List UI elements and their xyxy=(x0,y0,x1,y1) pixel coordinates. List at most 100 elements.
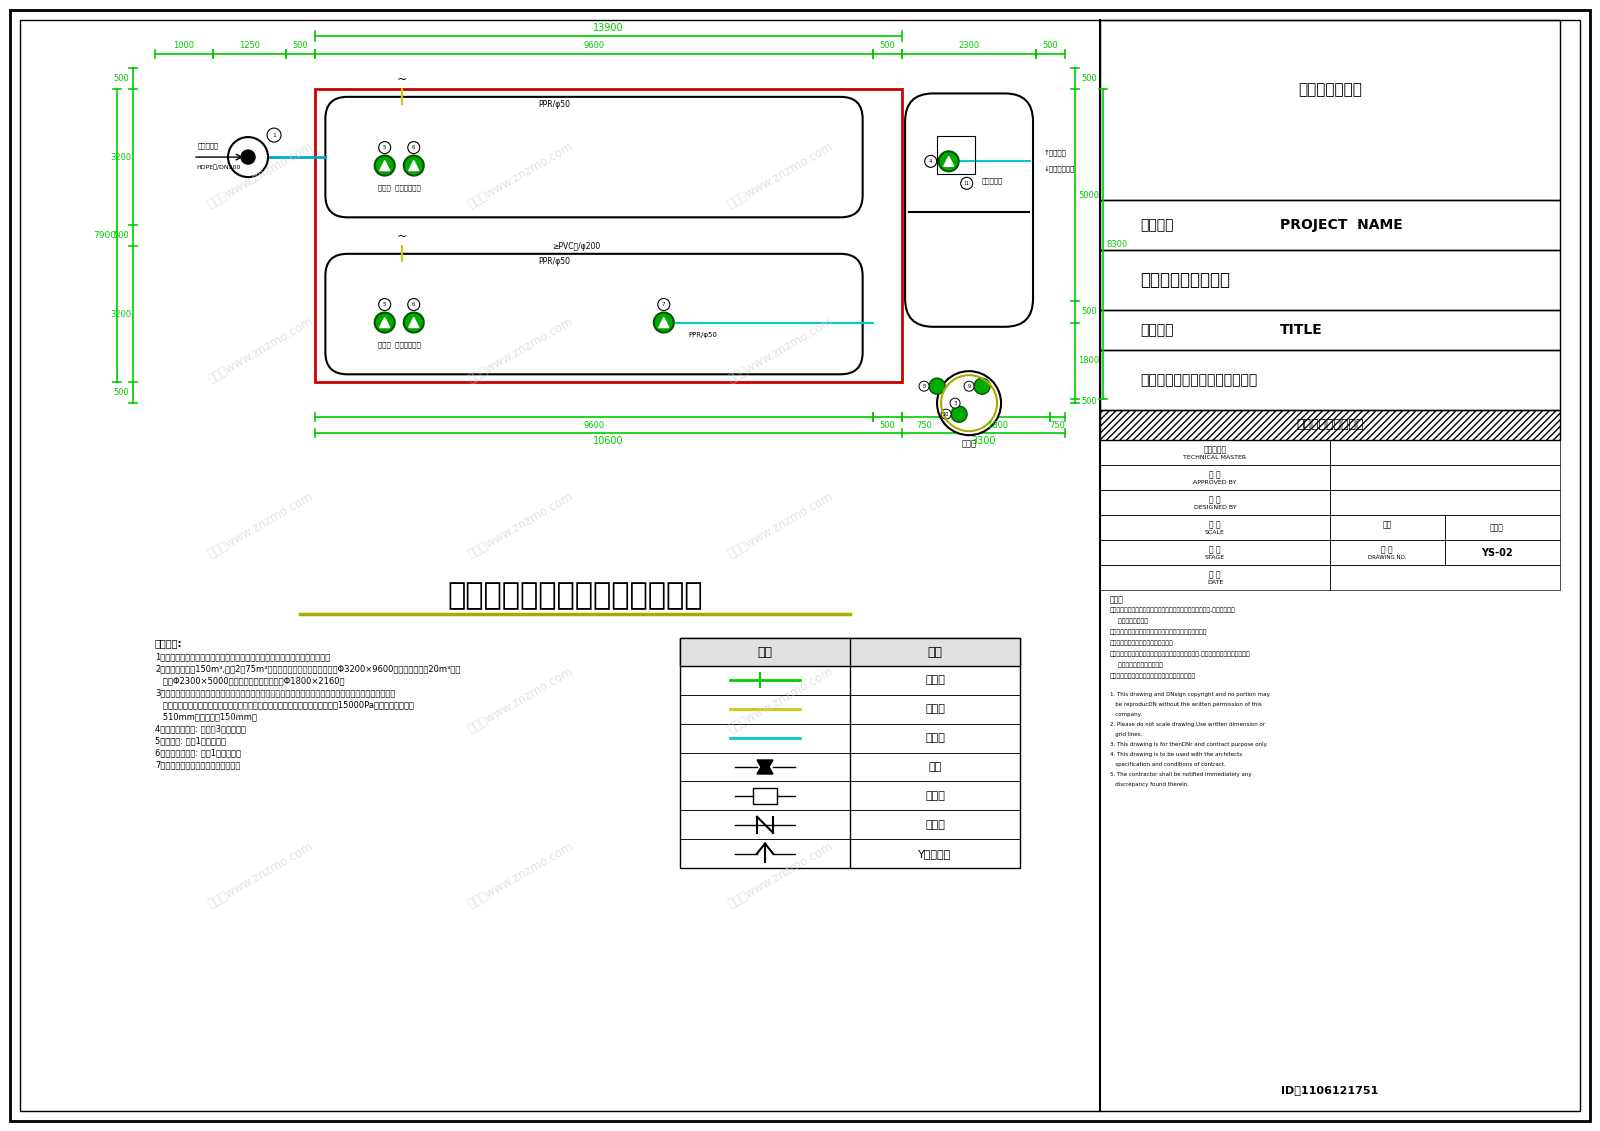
Text: （二）初步以比例量度及比例，一切依图内数字所示为准。: （二）初步以比例量度及比例，一切依图内数字所示为准。 xyxy=(1110,629,1208,634)
Text: 4: 4 xyxy=(930,158,933,164)
Text: 5、设备间: 设置1个检修口；: 5、设备间: 设置1个检修口； xyxy=(155,736,226,745)
Text: YS-02: YS-02 xyxy=(1482,547,1514,558)
Text: 给水管: 给水管 xyxy=(925,675,946,685)
Text: STAGE: STAGE xyxy=(1205,555,1226,560)
Circle shape xyxy=(379,141,390,154)
Bar xyxy=(1101,515,1330,539)
Text: 500: 500 xyxy=(114,388,130,397)
Bar xyxy=(680,724,1021,752)
Text: （四）使用此图时应同时参照建筑图图则、结构图图则,及其它有关图图则、施工说明: （四）使用此图时应同时参照建筑图图则、结构图图则,及其它有关图图则、施工说明 xyxy=(1110,651,1251,657)
Text: 由业主接入: 由业主接入 xyxy=(198,143,219,149)
Text: 2、蓄水池容积为150m³,采用2个75m³蓄水池串联，单个蓄水池尺寸为Φ3200×9600，清水池容积为20m³，尺: 2、蓄水池容积为150m³,采用2个75m³蓄水池串联，单个蓄水池尺寸为Φ320… xyxy=(155,664,461,673)
Text: 1800: 1800 xyxy=(987,421,1008,430)
Text: PPR/φ50: PPR/φ50 xyxy=(688,331,718,337)
Bar xyxy=(1445,539,1560,566)
Text: 潜泥泵  粗泡曝气装置: 潜泥泵 粗泡曝气装置 xyxy=(378,184,421,191)
Text: grid lines.: grid lines. xyxy=(1110,732,1142,737)
Text: PPR/φ50: PPR/φ50 xyxy=(538,257,570,266)
Circle shape xyxy=(939,152,958,171)
Text: 3、本系统包括雨水收集蓄水池、清水池、设备间全部采用玻璃钢材质，由池身体和封头组成，管体采用酯和: 3、本系统包括雨水收集蓄水池、清水池、设备间全部采用玻璃钢材质，由池身体和封头组… xyxy=(155,688,395,697)
Text: 名称: 名称 xyxy=(928,646,942,658)
Text: 8300: 8300 xyxy=(1106,240,1128,249)
Text: 7、系统全部采用地埋式的施工方案。: 7、系统全部采用地埋式的施工方案。 xyxy=(155,760,240,769)
Text: APPROVED BY: APPROVED BY xyxy=(1194,480,1237,485)
Bar xyxy=(680,752,1021,782)
Circle shape xyxy=(930,378,946,395)
Text: discrepancy found therein.: discrepancy found therein. xyxy=(1110,782,1189,787)
Bar xyxy=(1101,465,1330,490)
Text: 5000: 5000 xyxy=(1078,191,1099,200)
Text: 磁化阀门井: 磁化阀门井 xyxy=(982,178,1003,184)
Bar xyxy=(1330,515,1445,539)
Circle shape xyxy=(938,371,1002,435)
Text: Y型过滤器: Y型过滤器 xyxy=(918,848,952,858)
Text: 项目名称: 项目名称 xyxy=(1139,218,1173,232)
Text: specification and conditions of contract.: specification and conditions of contract… xyxy=(1110,762,1226,767)
Text: 知天网www.znzmo.com: 知天网www.znzmo.com xyxy=(725,490,835,561)
Text: 3200: 3200 xyxy=(110,310,131,319)
Bar xyxy=(1101,310,1560,349)
Text: 3: 3 xyxy=(954,400,957,406)
Text: 750: 750 xyxy=(1050,421,1066,430)
Text: 日 期: 日 期 xyxy=(1210,570,1221,579)
Text: 知天网www.znzmo.com: 知天网www.znzmo.com xyxy=(466,665,574,735)
Text: ↑绿化用水: ↑绿化用水 xyxy=(1043,149,1067,156)
Text: DESIGNED BY: DESIGNED BY xyxy=(1194,506,1237,510)
Text: 专业: 专业 xyxy=(1382,520,1392,529)
Bar xyxy=(1101,20,1560,200)
Circle shape xyxy=(408,141,419,154)
Text: （三）此图只供图标标及签合同之用。: （三）此图只供图标标及签合同之用。 xyxy=(1110,640,1174,646)
Bar xyxy=(680,638,1021,867)
Bar xyxy=(1330,490,1560,515)
Circle shape xyxy=(408,299,419,311)
Text: TITLE: TITLE xyxy=(1280,323,1323,337)
Text: 电磁阀: 电磁阀 xyxy=(925,791,946,801)
Text: 2. Please do not scale drawing.Use written dimension or: 2. Please do not scale drawing.Use writt… xyxy=(1110,722,1266,727)
Text: SCALE: SCALE xyxy=(1205,530,1226,535)
Polygon shape xyxy=(379,318,390,328)
Text: 知天网www.znzmo.com: 知天网www.znzmo.com xyxy=(466,314,574,386)
Text: 雨水管: 雨水管 xyxy=(925,733,946,743)
Text: 500: 500 xyxy=(293,42,309,51)
Text: 500: 500 xyxy=(1043,42,1058,51)
Text: 知天网www.znzmo.com: 知天网www.znzmo.com xyxy=(205,665,315,735)
Bar xyxy=(1101,411,1560,440)
Text: 知天网www.znzmo.com: 知天网www.znzmo.com xyxy=(466,139,574,210)
Text: 4. This drawing is to be used with the architects: 4. This drawing is to be used with the a… xyxy=(1110,752,1242,757)
Bar xyxy=(1101,539,1330,566)
FancyBboxPatch shape xyxy=(906,94,1034,327)
Text: 10: 10 xyxy=(942,412,949,416)
Text: 注意：: 注意： xyxy=(1110,595,1123,604)
Text: 5. The contractor shall be notified immediately any: 5. The contractor shall be notified imme… xyxy=(1110,772,1251,777)
Text: 知天网www.znzmo.com: 知天网www.znzmo.com xyxy=(205,839,315,910)
Text: 潜泥泵  粗泡曝气装置: 潜泥泵 粗泡曝气装置 xyxy=(378,342,421,348)
Text: 5: 5 xyxy=(382,145,387,150)
Text: 知天网www.znzmo.com: 知天网www.znzmo.com xyxy=(466,490,574,561)
Text: （五）承建商如发现有矛盾处，应立即通知本公司。: （五）承建商如发现有矛盾处，应立即通知本公司。 xyxy=(1110,673,1197,679)
Text: 知天网www.znzmo.com: 知天网www.znzmo.com xyxy=(725,139,835,210)
Bar xyxy=(1445,515,1560,539)
Circle shape xyxy=(974,378,990,395)
Circle shape xyxy=(965,381,974,391)
Bar xyxy=(1330,566,1560,590)
Bar xyxy=(680,694,1021,724)
Polygon shape xyxy=(944,156,954,166)
Text: 雨水收集与利用系统: 雨水收集与利用系统 xyxy=(1296,418,1363,432)
Circle shape xyxy=(950,406,966,422)
Text: 雨水回收与利用项目: 雨水回收与利用项目 xyxy=(1139,271,1230,290)
Text: 3200: 3200 xyxy=(110,153,131,162)
Text: （一）此设计图属之版权归本公司所有，非得本公司书面批准,任何都份不得: （一）此设计图属之版权归本公司所有，非得本公司书面批准,任何都份不得 xyxy=(1110,607,1235,613)
Text: 1000: 1000 xyxy=(173,42,195,51)
Bar xyxy=(1101,411,1560,440)
Text: 球阀: 球阀 xyxy=(928,762,942,772)
Text: ↓生活用水补给: ↓生活用水补给 xyxy=(1043,165,1075,172)
Text: 止回阀: 止回阀 xyxy=(925,820,946,830)
Text: 9600: 9600 xyxy=(584,42,605,51)
Text: 技术出图专用章: 技术出图专用章 xyxy=(1298,83,1362,97)
Text: 1250: 1250 xyxy=(238,42,259,51)
Text: 6: 6 xyxy=(413,145,416,150)
Polygon shape xyxy=(408,318,419,328)
Circle shape xyxy=(925,155,936,167)
Bar xyxy=(1101,250,1560,310)
Bar xyxy=(1330,440,1560,465)
